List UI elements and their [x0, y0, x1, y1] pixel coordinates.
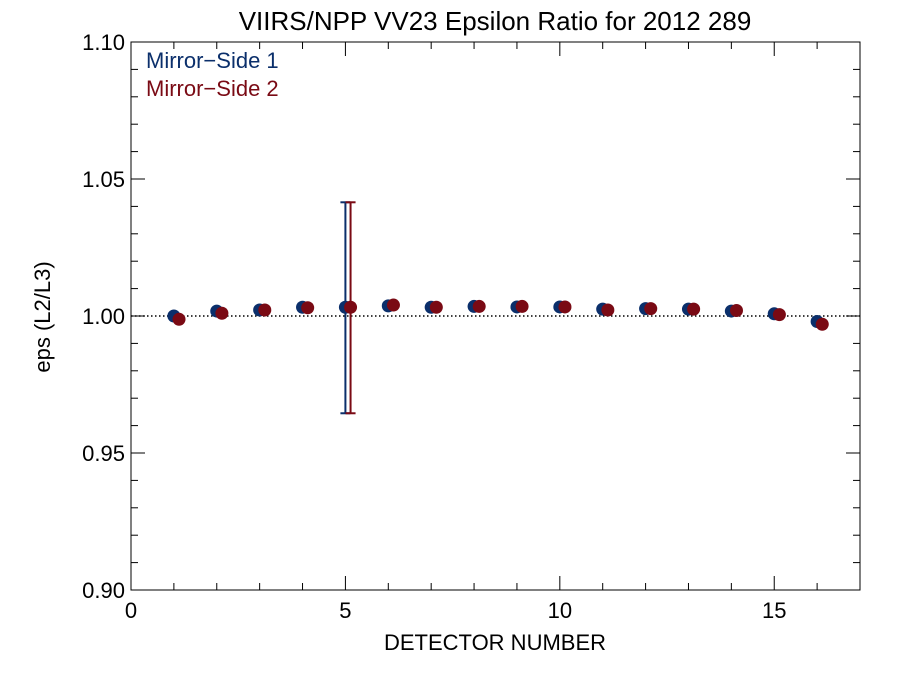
legend-entry-2: Mirror−Side 2	[146, 76, 279, 101]
legend: Mirror−Side 1 Mirror−Side 2	[146, 48, 279, 101]
data-point-series-2	[772, 308, 786, 322]
data-point-series-2	[172, 312, 186, 326]
data-point-series-2	[258, 303, 272, 317]
legend-entry-1: Mirror−Side 1	[146, 48, 279, 73]
plot-area: 0 5 10 15 0.90 0.95 1.00 1.05 1.10	[82, 30, 861, 623]
y-tick-label: 1.00	[82, 304, 125, 329]
data-point-series-2	[472, 299, 486, 313]
data-point-series-2	[815, 317, 829, 331]
chart-title: VIIRS/NPP VV23 Epsilon Ratio for 2012 28…	[239, 6, 752, 36]
data-point-series-2	[344, 300, 358, 314]
data-point-series-2	[558, 300, 572, 314]
y-tick-label: 1.10	[82, 30, 125, 55]
x-tick-label: 5	[339, 598, 351, 623]
x-tick-label: 0	[125, 598, 137, 623]
data-point-series-2	[301, 301, 315, 315]
x-tick-label: 15	[762, 598, 786, 623]
y-tick-label: 0.90	[82, 578, 125, 603]
data-point-series-2	[644, 302, 658, 316]
data-point-series-2	[429, 300, 443, 314]
data-point-series-2	[215, 306, 229, 320]
data-point-series-2	[687, 302, 701, 316]
data-point-series-2	[386, 298, 400, 312]
data-point-series-2	[729, 304, 743, 318]
y-tick-label: 1.05	[82, 167, 125, 192]
x-tick-label: 10	[548, 598, 572, 623]
data-point-series-2	[515, 299, 529, 313]
y-axis-label: eps (L2/L3)	[30, 261, 55, 372]
data-point-series-2	[601, 303, 615, 317]
x-axis-label: DETECTOR NUMBER	[384, 630, 606, 655]
y-tick-label: 0.95	[82, 441, 125, 466]
